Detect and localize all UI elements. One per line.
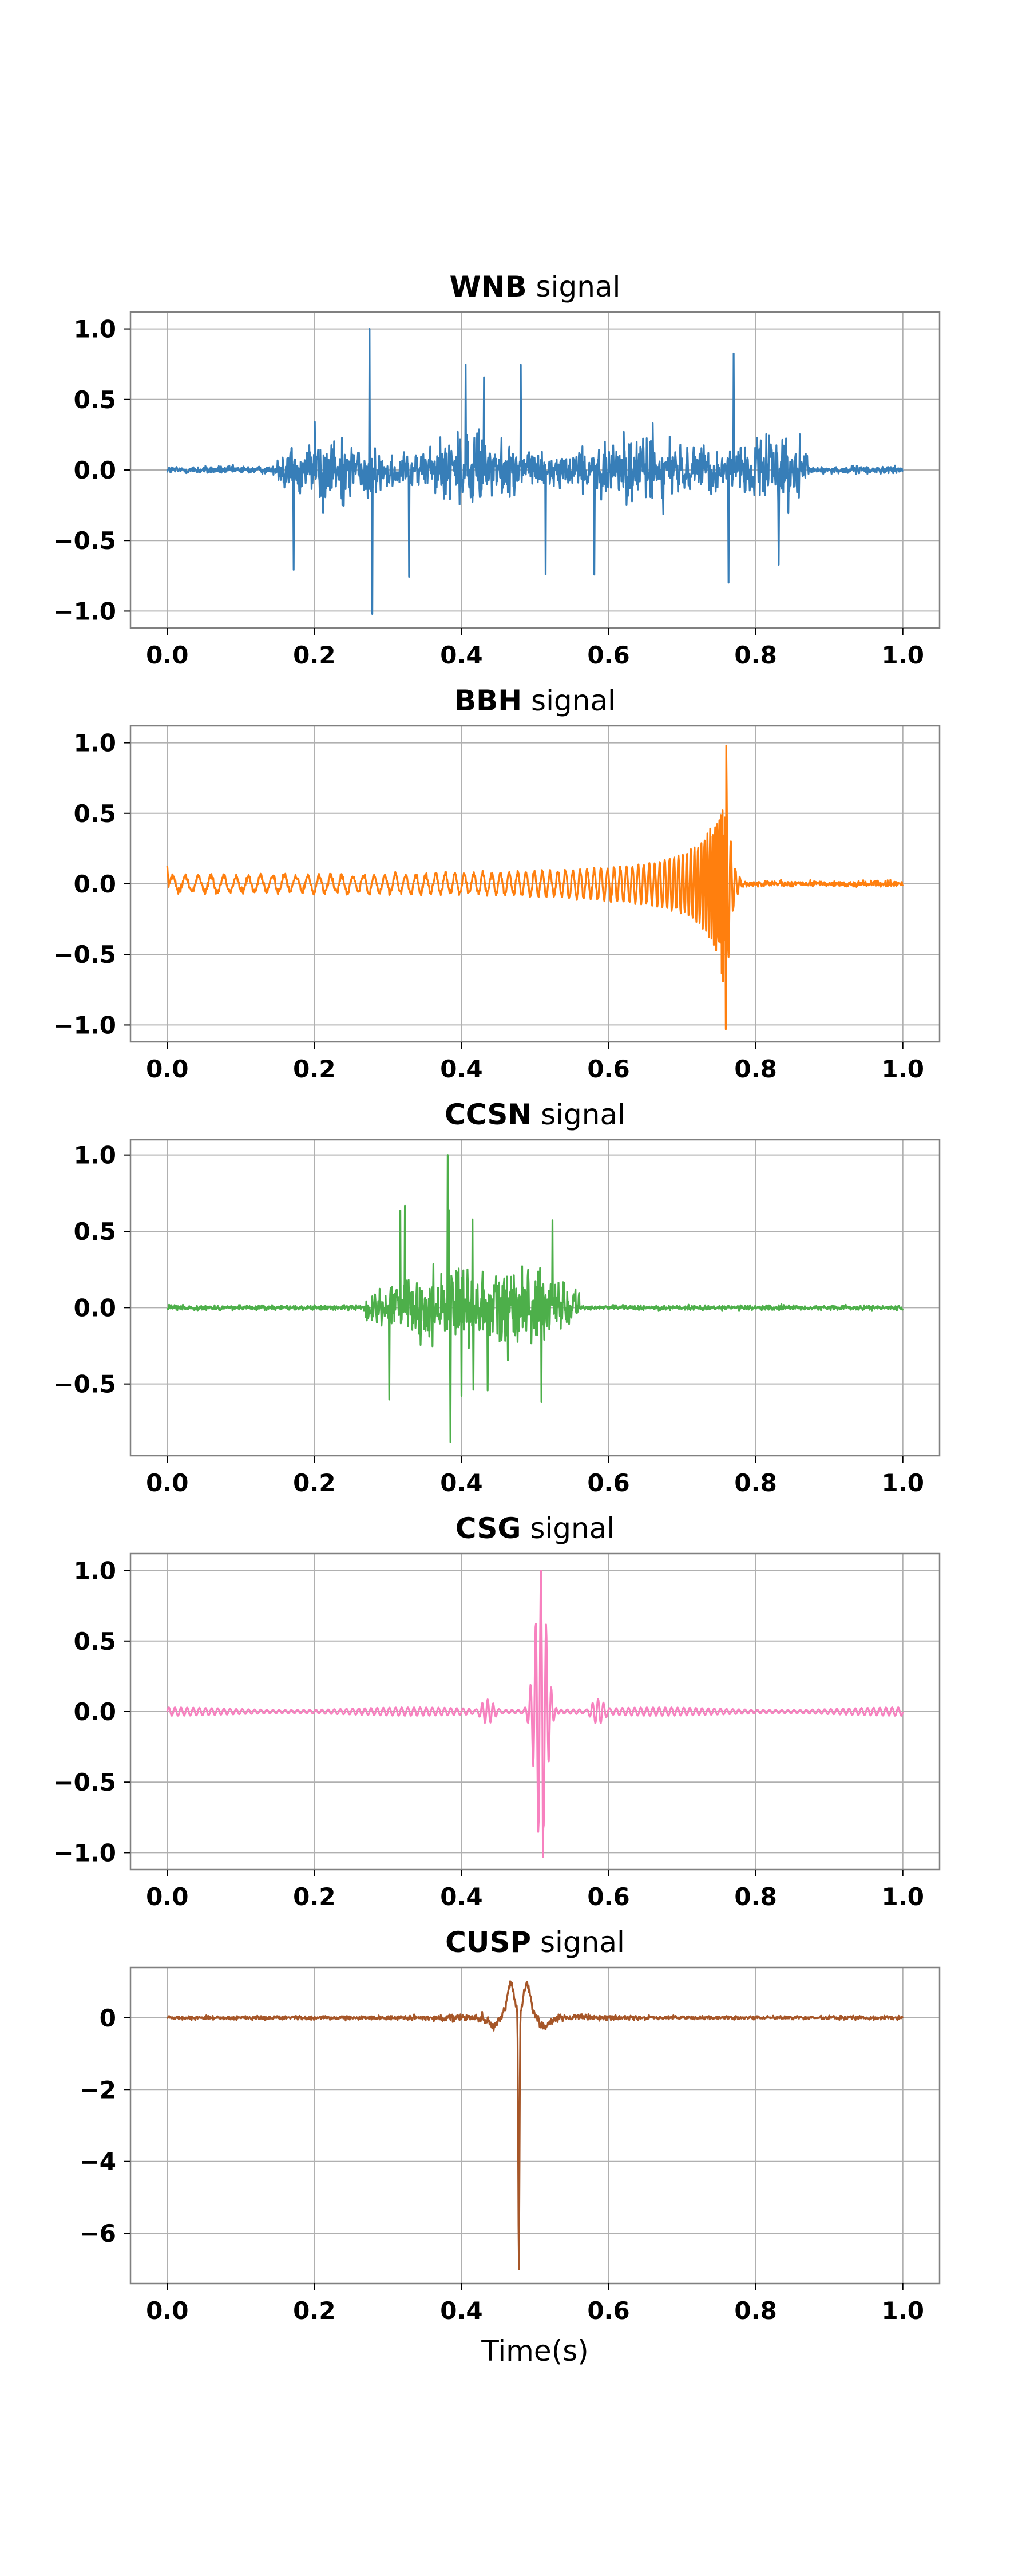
- x-tick-label: 0.4: [440, 1883, 482, 1911]
- panel-title-rest: signal: [522, 684, 616, 717]
- y-tick-label: 0.5: [74, 1627, 116, 1656]
- panel-title: BBH signal: [454, 684, 616, 717]
- y-tick-label: 0.0: [74, 870, 116, 898]
- y-tick-label: −6: [80, 2219, 116, 2247]
- y-tick-label: 0.5: [74, 386, 116, 414]
- y-tick-label: 0: [100, 2004, 116, 2032]
- panel-title-rest: signal: [521, 1512, 615, 1545]
- x-tick-label: 0.0: [146, 641, 188, 669]
- y-tick-label: 0.0: [74, 456, 116, 484]
- x-tick-label: 0.2: [293, 2297, 335, 2325]
- y-tick-label: −1.0: [53, 597, 116, 625]
- x-tick-label: 0.2: [293, 641, 335, 669]
- x-tick-label: 1.0: [882, 641, 924, 669]
- x-tick-label: 0.4: [440, 1469, 482, 1497]
- y-tick-label: 1.0: [74, 1557, 116, 1585]
- series-line-ccsn: [166, 1154, 904, 1443]
- y-tick-label: −1.0: [53, 1839, 116, 1867]
- y-tick-label: −1.0: [53, 1011, 116, 1039]
- x-tick-label: 0.6: [587, 641, 629, 669]
- series-line-bbh: [166, 744, 904, 1030]
- x-tick-label: 0.2: [293, 1883, 335, 1911]
- panel-title: CUSP signal: [445, 1926, 625, 1959]
- x-tick-label: 0.8: [734, 2297, 777, 2325]
- y-tick-label: 0.5: [74, 1218, 116, 1246]
- x-tick-label: 0.8: [734, 1883, 777, 1911]
- panel-title-rest: signal: [527, 270, 621, 303]
- chart-panel-wnb: 0.0 0.2 0.4 0.6 0.8 1.0 −1.0 −0.5 0.0 0.5 1.0 WNB s…: [53, 270, 941, 669]
- y-tick-label: 0.0: [74, 1294, 116, 1322]
- panel-title-rest: signal: [532, 1098, 625, 1131]
- x-tick-label: 0.0: [146, 1883, 188, 1911]
- axes-frame: [129, 1966, 941, 2285]
- panel-title-bold: CCSN: [445, 1098, 532, 1131]
- panel-title-bold: BBH: [454, 684, 522, 717]
- y-tick-label: 1.0: [74, 315, 116, 343]
- x-tick-label: 0.8: [734, 1055, 777, 1083]
- chart-panel-bbh: 0.0 0.2 0.4 0.6 0.8 1.0 −1.0 −0.5 0.0 0.5 1.0 BBH s…: [53, 684, 941, 1083]
- x-tick-label: 0.6: [587, 1883, 629, 1911]
- panel-title-bold: CSG: [455, 1512, 521, 1545]
- y-tick-label: −0.5: [53, 1768, 116, 1796]
- x-tick-label: 0.4: [440, 1055, 482, 1083]
- chart-panel-csg: 0.0 0.2 0.4 0.6 0.8 1.0 −1.0 −0.5 0.0 0.5 1.0 CSG s…: [53, 1512, 941, 1911]
- x-tick-label: 0.6: [587, 2297, 629, 2325]
- y-tick-label: 0.5: [74, 800, 116, 828]
- x-tick-label: 0.4: [440, 641, 482, 669]
- x-tick-label: 1.0: [882, 2297, 924, 2325]
- x-tick-label: 0.2: [293, 1469, 335, 1497]
- panel-title: CCSN signal: [445, 1098, 625, 1131]
- y-tick-label: −2: [80, 2076, 116, 2104]
- y-tick-label: −0.5: [53, 941, 116, 969]
- y-tick-label: −4: [80, 2148, 116, 2176]
- axes-frame: [129, 1139, 941, 1457]
- panel-title-rest: signal: [531, 1926, 625, 1959]
- panel-title: CSG signal: [455, 1512, 615, 1545]
- panel-title: WNB signal: [450, 270, 621, 303]
- series-line-cusp: [166, 1980, 904, 2270]
- x-tick-label: 0.0: [146, 1469, 188, 1497]
- x-tick-label: 0.4: [440, 2297, 482, 2325]
- x-tick-label: 1.0: [882, 1883, 924, 1911]
- series-line-csg: [166, 1570, 904, 1858]
- x-tick-label: 1.0: [882, 1055, 924, 1083]
- x-tick-label: 0.6: [587, 1469, 629, 1497]
- y-tick-label: 1.0: [74, 1141, 116, 1170]
- chart-panel-ccsn: 0.0 0.2 0.4 0.6 0.8 1.0 −0.5 0.0 0.5 1.0 CCSN sign…: [53, 1098, 941, 1497]
- x-tick-label: 1.0: [882, 1469, 924, 1497]
- x-tick-label: 0.0: [146, 1055, 188, 1083]
- x-tick-label: 0.6: [587, 1055, 629, 1083]
- x-axis-label: Time(s): [481, 2334, 588, 2368]
- y-tick-label: −0.5: [53, 527, 116, 555]
- x-tick-label: 0.2: [293, 1055, 335, 1083]
- y-tick-label: 1.0: [74, 729, 116, 757]
- y-tick-label: 0.0: [74, 1698, 116, 1726]
- x-tick-label: 0.0: [146, 2297, 188, 2325]
- panel-title-bold: WNB: [450, 270, 527, 303]
- series-line-wnb: [166, 328, 904, 615]
- y-tick-label: −0.5: [53, 1370, 116, 1398]
- x-tick-label: 0.8: [734, 641, 777, 669]
- chart-panel-cusp: 0.0 0.2 0.4 0.6 0.8 1.0 −6 −4 −2 0 CUSP signal Time…: [80, 1926, 941, 2368]
- x-tick-label: 0.8: [734, 1469, 777, 1497]
- panel-title-bold: CUSP: [445, 1926, 531, 1959]
